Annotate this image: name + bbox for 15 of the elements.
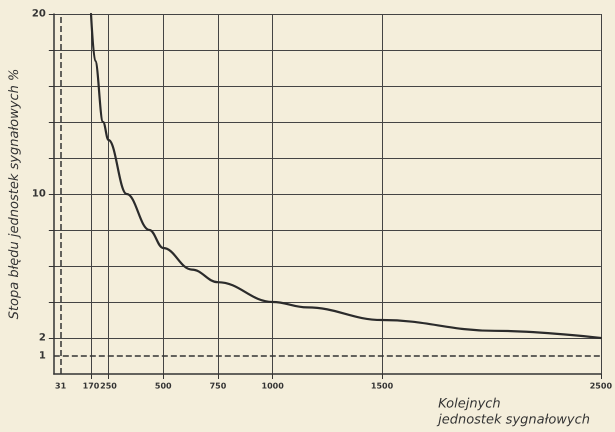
x-tick-label: 1500: [370, 382, 394, 390]
y-tick-label: 10: [32, 188, 46, 200]
x-axis-title: Kolejnych jednostek sygnałowych: [436, 396, 590, 428]
x-tick-label: 2500: [590, 382, 612, 390]
x-tick-label: 750: [210, 382, 227, 390]
y-tick-label: 2: [38, 332, 46, 344]
x-tick-label: 170: [82, 382, 100, 390]
ref-line-label: 31: [55, 382, 67, 390]
x-tick-label: 1000: [262, 382, 284, 390]
ref-line-label: 1: [38, 350, 46, 362]
x-tick-label: 250: [100, 382, 118, 390]
y-axis-title: Stopa błędu jednostek sygnałowych %: [7, 68, 22, 320]
y-tick-label: 20: [32, 8, 46, 20]
line-series: [90, 12, 602, 340]
x-tick-label: 500: [154, 382, 172, 390]
